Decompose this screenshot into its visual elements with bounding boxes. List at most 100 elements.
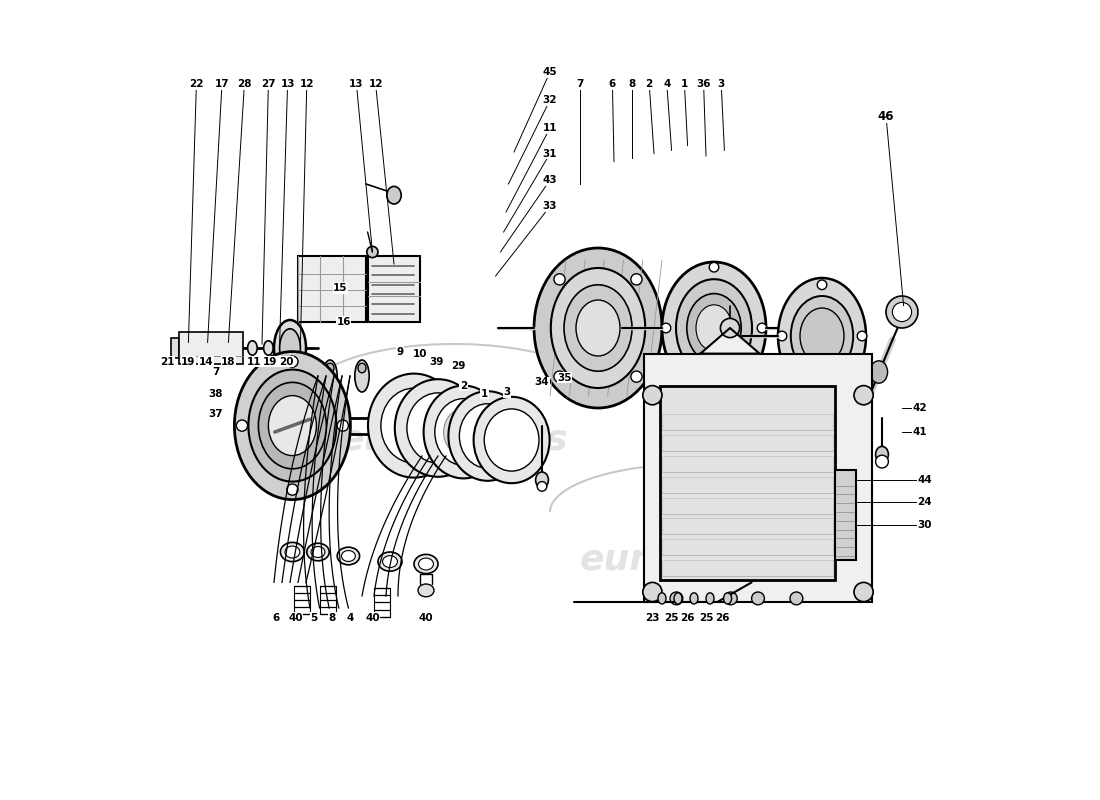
Ellipse shape: [307, 543, 329, 561]
Ellipse shape: [311, 546, 324, 558]
Text: 32: 32: [542, 95, 558, 105]
Ellipse shape: [690, 593, 698, 604]
Text: 4: 4: [346, 613, 354, 622]
Text: 13: 13: [280, 79, 295, 89]
Circle shape: [287, 484, 298, 495]
Text: 35: 35: [558, 373, 572, 382]
Ellipse shape: [274, 320, 306, 376]
Text: 23: 23: [645, 613, 660, 622]
Ellipse shape: [551, 268, 646, 388]
Bar: [660, 386, 835, 580]
Circle shape: [554, 274, 565, 285]
Ellipse shape: [674, 593, 682, 604]
Text: 37: 37: [208, 410, 223, 419]
Text: 25: 25: [700, 613, 714, 622]
Text: 1: 1: [481, 389, 488, 398]
Circle shape: [642, 582, 662, 602]
Ellipse shape: [355, 360, 370, 392]
Circle shape: [710, 384, 718, 394]
Bar: [645, 354, 872, 602]
Circle shape: [857, 331, 867, 341]
Circle shape: [854, 582, 873, 602]
Text: 28: 28: [238, 79, 252, 89]
Polygon shape: [701, 328, 760, 354]
Ellipse shape: [280, 542, 305, 562]
Text: 17: 17: [214, 79, 229, 89]
Ellipse shape: [268, 395, 317, 455]
Bar: [374, 588, 390, 617]
Circle shape: [554, 371, 565, 382]
Text: 11: 11: [246, 357, 262, 366]
Circle shape: [642, 386, 662, 405]
Text: 7: 7: [212, 367, 219, 377]
Ellipse shape: [686, 294, 741, 362]
Circle shape: [720, 318, 739, 338]
Ellipse shape: [199, 341, 209, 355]
Ellipse shape: [216, 341, 225, 355]
Text: 40: 40: [288, 613, 302, 622]
Bar: [662, 456, 833, 472]
Circle shape: [854, 386, 873, 405]
Text: 5: 5: [310, 613, 318, 622]
Ellipse shape: [279, 329, 300, 367]
Bar: [662, 435, 833, 451]
Ellipse shape: [381, 388, 447, 463]
Circle shape: [661, 323, 671, 333]
Text: 24: 24: [917, 498, 932, 507]
Circle shape: [778, 331, 786, 341]
Ellipse shape: [395, 379, 481, 477]
Ellipse shape: [277, 341, 287, 355]
Text: 39: 39: [429, 357, 443, 366]
Ellipse shape: [285, 546, 300, 558]
Ellipse shape: [800, 308, 844, 364]
Ellipse shape: [248, 341, 257, 355]
Text: 9: 9: [396, 347, 404, 357]
Ellipse shape: [387, 186, 402, 204]
Text: 2: 2: [460, 381, 467, 390]
Ellipse shape: [443, 409, 484, 455]
Circle shape: [892, 302, 912, 322]
Text: 3: 3: [717, 79, 725, 89]
Bar: [662, 477, 833, 493]
Text: 15: 15: [333, 283, 348, 293]
Text: 6: 6: [608, 79, 616, 89]
Text: 38: 38: [208, 389, 223, 398]
Circle shape: [751, 592, 764, 605]
Bar: [170, 338, 179, 358]
Bar: [662, 560, 833, 576]
Bar: [662, 518, 833, 534]
Ellipse shape: [232, 341, 241, 355]
Circle shape: [670, 592, 683, 605]
Text: 33: 33: [542, 202, 558, 211]
Bar: [835, 470, 856, 560]
Text: 10: 10: [414, 349, 428, 358]
Ellipse shape: [724, 593, 732, 604]
Ellipse shape: [414, 554, 438, 574]
Ellipse shape: [378, 552, 402, 571]
Text: 40: 40: [365, 613, 380, 622]
Bar: [662, 414, 833, 430]
Circle shape: [725, 592, 737, 605]
Ellipse shape: [484, 409, 539, 471]
Text: 27: 27: [261, 79, 276, 89]
Text: 19: 19: [263, 357, 277, 366]
Ellipse shape: [676, 279, 752, 377]
Text: 46: 46: [878, 110, 894, 122]
Text: 26: 26: [715, 613, 730, 622]
Text: 42: 42: [912, 403, 927, 413]
Ellipse shape: [434, 398, 493, 466]
Ellipse shape: [184, 341, 194, 355]
Ellipse shape: [870, 361, 888, 383]
Text: eurospares: eurospares: [580, 543, 808, 577]
Ellipse shape: [460, 404, 516, 468]
Text: 20: 20: [278, 357, 294, 366]
Bar: [367, 256, 419, 322]
Text: 34: 34: [535, 378, 549, 387]
Circle shape: [876, 455, 889, 468]
Circle shape: [537, 482, 547, 491]
Bar: [662, 539, 833, 555]
Ellipse shape: [791, 296, 854, 376]
Text: 40: 40: [419, 613, 433, 622]
Text: 1: 1: [681, 79, 688, 89]
Ellipse shape: [564, 285, 632, 371]
